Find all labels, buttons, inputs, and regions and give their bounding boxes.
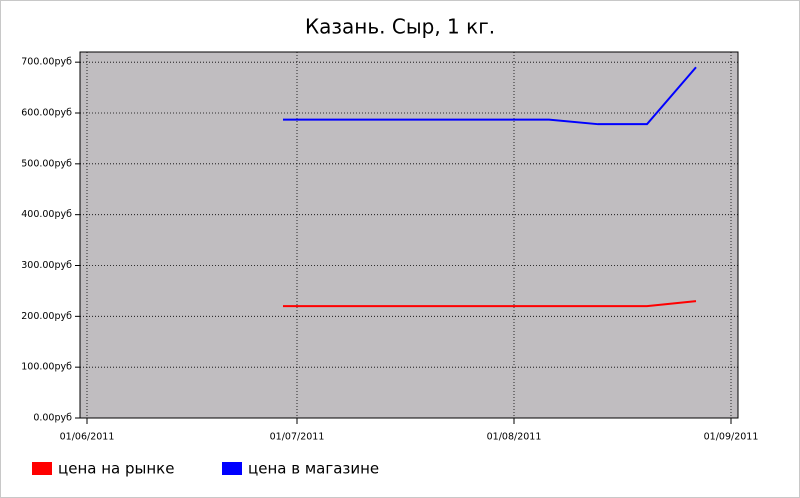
x-tick-label: 01/08/2011	[487, 432, 542, 443]
chart-title: Казань. Сыр, 1 кг.	[305, 15, 495, 39]
legend-label: цена на рынке	[58, 460, 174, 478]
y-tick-label: 0.00руб	[33, 413, 72, 424]
legend-label: цена в магазине	[248, 460, 379, 478]
y-tick-label: 700.00руб	[21, 57, 72, 68]
series-line	[283, 66, 697, 126]
plot-area	[79, 51, 739, 419]
legend-swatch	[32, 462, 52, 475]
y-tick-label: 100.00руб	[21, 362, 72, 373]
series-line	[283, 300, 697, 308]
y-tick-label: 400.00руб	[21, 209, 72, 220]
x-tick-label: 01/06/2011	[60, 432, 115, 443]
y-tick-label: 200.00руб	[21, 311, 72, 322]
y-tick-label: 500.00руб	[21, 158, 72, 169]
legend-swatch	[222, 462, 242, 475]
y-tick-label: 300.00руб	[21, 260, 72, 271]
x-tick-label: 01/07/2011	[270, 432, 325, 443]
x-tick-label: 01/09/2011	[704, 432, 759, 443]
y-tick-label: 600.00руб	[21, 108, 72, 119]
